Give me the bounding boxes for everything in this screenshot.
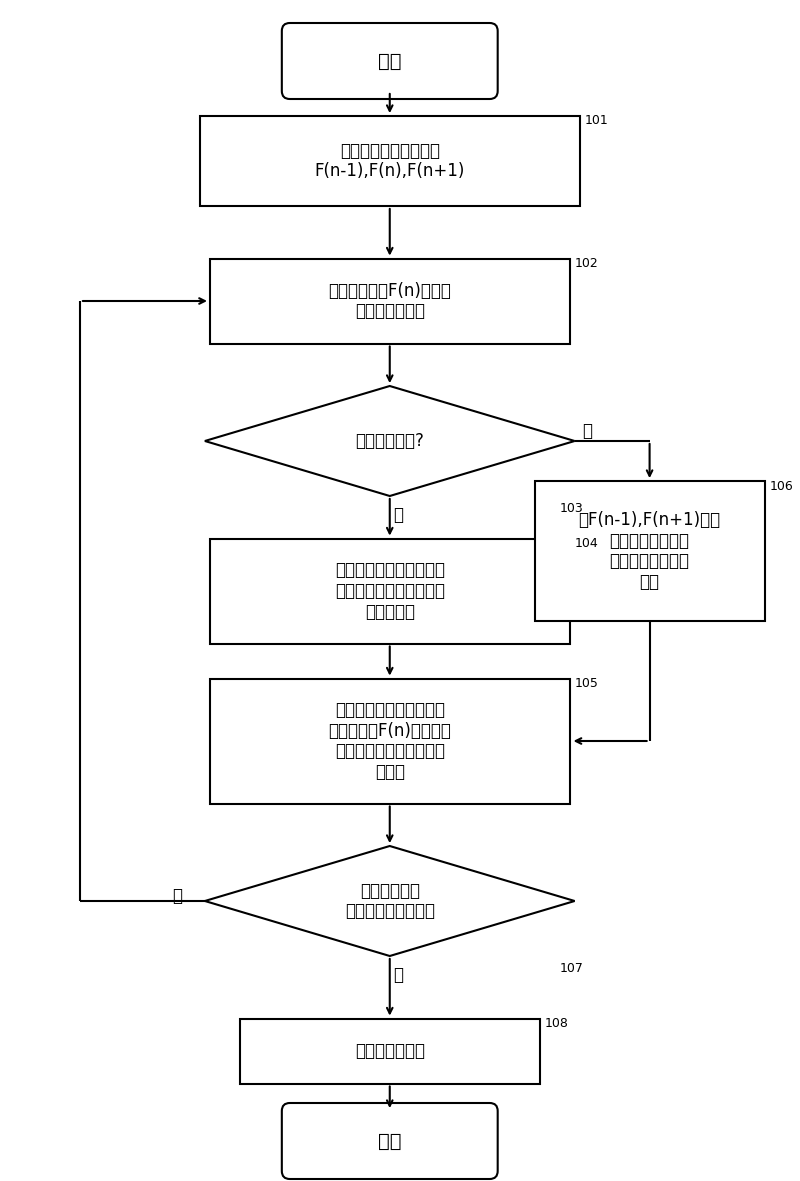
Text: 107: 107 — [560, 961, 583, 974]
Text: 106: 106 — [770, 479, 794, 492]
Text: 待插点为静止?: 待插点为静止? — [355, 432, 424, 450]
Text: 101: 101 — [585, 115, 608, 128]
Text: 104: 104 — [574, 537, 598, 550]
Bar — [200, 116, 580, 205]
Text: 对当前场图像F(n)内的待
插点做运动检测: 对当前场图像F(n)内的待 插点做运动检测 — [328, 281, 451, 320]
Text: 否: 否 — [172, 887, 182, 905]
Text: 读取相邻的的三场图像
F(n-1),F(n),F(n+1): 读取相邻的的三场图像 F(n-1),F(n),F(n+1) — [314, 142, 465, 181]
Text: 取边缘方向上的两个像素
点以及前场F(n)对应待插
点位置的像素点做三点中
值滤波: 取边缘方向上的两个像素 点以及前场F(n)对应待插 点位置的像素点做三点中 值滤… — [328, 700, 451, 781]
Text: 105: 105 — [574, 677, 598, 690]
Text: 由F(n-1),F(n+1)中对
应的两个像素点预
测该待插值点的像
素值: 由F(n-1),F(n+1)中对 应的两个像素点预 测该待插值点的像 素值 — [578, 511, 721, 592]
Polygon shape — [205, 386, 574, 496]
Text: 是: 是 — [393, 966, 402, 984]
Text: 输出当前帧图像: 输出当前帧图像 — [354, 1042, 425, 1061]
Bar — [210, 539, 570, 644]
FancyBboxPatch shape — [282, 22, 498, 99]
FancyBboxPatch shape — [282, 1103, 498, 1179]
Polygon shape — [205, 846, 574, 955]
Text: 102: 102 — [574, 257, 598, 270]
Text: 开始: 开始 — [378, 52, 402, 71]
Bar — [210, 259, 570, 344]
Bar — [534, 481, 765, 621]
Bar — [240, 1018, 540, 1083]
Bar — [210, 679, 570, 803]
Text: 108: 108 — [545, 1017, 569, 1030]
Text: 取当前场待插像素点的上
下相邻两行的相邻点做边
缘方向检测: 取当前场待插像素点的上 下相邻两行的相邻点做边 缘方向检测 — [334, 561, 445, 621]
Text: 103: 103 — [560, 502, 583, 515]
Text: 结束: 结束 — [378, 1131, 402, 1150]
Text: 是: 是 — [582, 422, 593, 441]
Text: 当前场内所有
待插点都已处理完毕: 当前场内所有 待插点都已处理完毕 — [345, 881, 434, 920]
Text: 否: 否 — [393, 505, 402, 524]
